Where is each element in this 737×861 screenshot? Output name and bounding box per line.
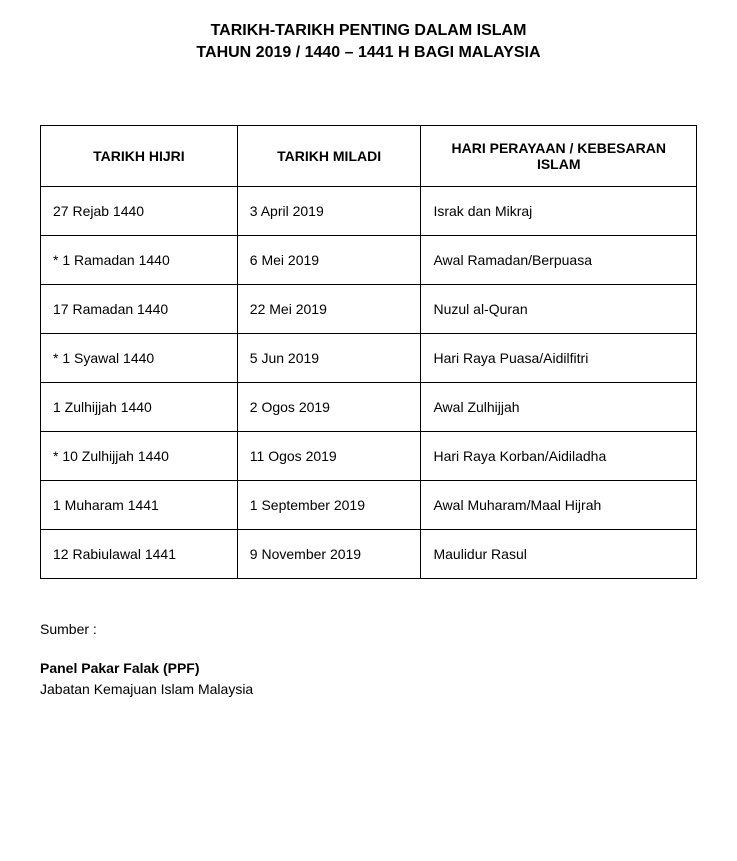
title-line-2: TAHUN 2019 / 1440 – 1441 H BAGI MALAYSIA bbox=[40, 42, 697, 64]
cell-miladi: 2 Ogos 2019 bbox=[237, 382, 421, 431]
cell-miladi: 5 Jun 2019 bbox=[237, 333, 421, 382]
cell-miladi: 3 April 2019 bbox=[237, 186, 421, 235]
cell-miladi: 9 November 2019 bbox=[237, 529, 421, 578]
dates-table: TARIKH HIJRI TARIKH MILADI HARI PERAYAAN… bbox=[40, 125, 697, 579]
table-row: 27 Rejab 1440 3 April 2019 Israk dan Mik… bbox=[41, 186, 697, 235]
cell-hijri: * 10 Zulhijjah 1440 bbox=[41, 431, 238, 480]
cell-miladi: 22 Mei 2019 bbox=[237, 284, 421, 333]
footer-block: Sumber : Panel Pakar Falak (PPF) Jabatan… bbox=[40, 619, 697, 700]
table-row: 17 Ramadan 1440 22 Mei 2019 Nuzul al-Qur… bbox=[41, 284, 697, 333]
table-row: * 1 Ramadan 1440 6 Mei 2019 Awal Ramadan… bbox=[41, 235, 697, 284]
table-row: 12 Rabiulawal 1441 9 November 2019 Mauli… bbox=[41, 529, 697, 578]
cell-event: Awal Muharam/Maal Hijrah bbox=[421, 480, 697, 529]
cell-event: Israk dan Mikraj bbox=[421, 186, 697, 235]
table-header-row: TARIKH HIJRI TARIKH MILADI HARI PERAYAAN… bbox=[41, 125, 697, 186]
cell-event: Hari Raya Korban/Aidiladha bbox=[421, 431, 697, 480]
cell-event: Awal Ramadan/Berpuasa bbox=[421, 235, 697, 284]
source-line-2: Jabatan Kemajuan Islam Malaysia bbox=[40, 679, 697, 700]
cell-miladi: 1 September 2019 bbox=[237, 480, 421, 529]
cell-miladi: 6 Mei 2019 bbox=[237, 235, 421, 284]
cell-hijri: 17 Ramadan 1440 bbox=[41, 284, 238, 333]
col-header-hijri: TARIKH HIJRI bbox=[41, 125, 238, 186]
cell-hijri: * 1 Syawal 1440 bbox=[41, 333, 238, 382]
title-line-1: TARIKH-TARIKH PENTING DALAM ISLAM bbox=[40, 20, 697, 42]
table-body: 27 Rejab 1440 3 April 2019 Israk dan Mik… bbox=[41, 186, 697, 578]
cell-hijri: 12 Rabiulawal 1441 bbox=[41, 529, 238, 578]
col-header-event: HARI PERAYAAN / KEBESARAN ISLAM bbox=[421, 125, 697, 186]
cell-event: Nuzul al-Quran bbox=[421, 284, 697, 333]
col-header-miladi: TARIKH MILADI bbox=[237, 125, 421, 186]
page-title: TARIKH-TARIKH PENTING DALAM ISLAM TAHUN … bbox=[40, 20, 697, 65]
table-row: * 10 Zulhijjah 1440 11 Ogos 2019 Hari Ra… bbox=[41, 431, 697, 480]
cell-miladi: 11 Ogos 2019 bbox=[237, 431, 421, 480]
cell-event: Maulidur Rasul bbox=[421, 529, 697, 578]
cell-event: Awal Zulhijjah bbox=[421, 382, 697, 431]
table-row: 1 Zulhijjah 1440 2 Ogos 2019 Awal Zulhij… bbox=[41, 382, 697, 431]
source-line-1: Panel Pakar Falak (PPF) bbox=[40, 658, 697, 679]
source-label: Sumber : bbox=[40, 619, 697, 640]
cell-hijri: 1 Zulhijjah 1440 bbox=[41, 382, 238, 431]
table-row: * 1 Syawal 1440 5 Jun 2019 Hari Raya Pua… bbox=[41, 333, 697, 382]
cell-hijri: * 1 Ramadan 1440 bbox=[41, 235, 238, 284]
cell-event: Hari Raya Puasa/Aidilfitri bbox=[421, 333, 697, 382]
cell-hijri: 27 Rejab 1440 bbox=[41, 186, 238, 235]
table-row: 1 Muharam 1441 1 September 2019 Awal Muh… bbox=[41, 480, 697, 529]
cell-hijri: 1 Muharam 1441 bbox=[41, 480, 238, 529]
